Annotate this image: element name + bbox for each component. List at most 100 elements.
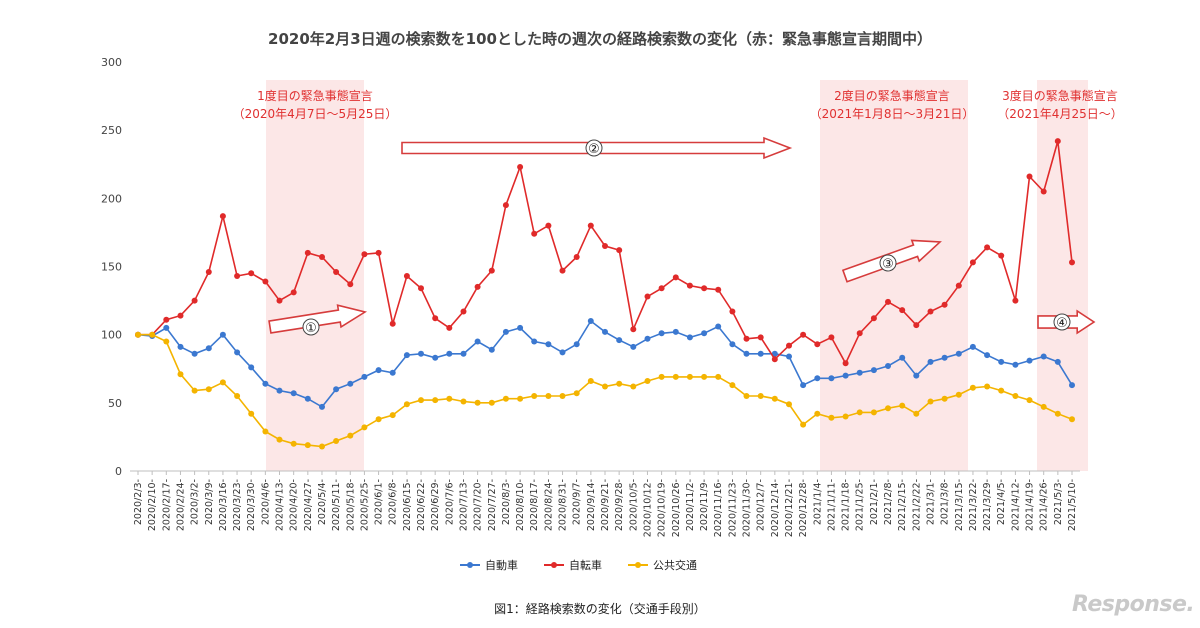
- data-point: [163, 338, 170, 345]
- data-point: [460, 308, 467, 315]
- x-tick-label: 2020/7/6-: [444, 479, 455, 525]
- y-tick-label: 50: [108, 397, 122, 410]
- data-point: [672, 328, 679, 335]
- data-point: [446, 350, 453, 357]
- data-point: [814, 341, 821, 348]
- data-point: [262, 380, 269, 387]
- data-point: [191, 387, 198, 394]
- emergency-period-dates: （2020年4月7日～5月25日）: [233, 107, 398, 121]
- x-tick-label: 2020/2/3-: [133, 479, 144, 525]
- x-tick-label: 2020/4/13-: [275, 479, 286, 531]
- x-tick-label: 2020/4/27-: [303, 479, 314, 531]
- x-tick-label: 2020/12/14-: [770, 479, 781, 537]
- x-tick-label: 2021/1/11-: [826, 479, 837, 531]
- data-point: [715, 286, 722, 293]
- x-tick-label: 2020/12/28-: [798, 479, 809, 537]
- legend-item-transit: 公共交通: [628, 557, 697, 573]
- figure-caption: 図1：経路検索数の変化（交通手段別）: [494, 602, 706, 616]
- data-point: [531, 230, 538, 237]
- phase-arrow-label: ①: [305, 321, 317, 336]
- data-point: [361, 424, 368, 431]
- data-point: [587, 222, 594, 229]
- data-point: [488, 346, 495, 353]
- x-tick-label: 2020/9/28-: [614, 479, 625, 531]
- data-point: [333, 438, 340, 444]
- x-tick-label: 2020/2/24-: [175, 479, 186, 531]
- data-point: [743, 350, 750, 357]
- data-point: [375, 416, 382, 423]
- x-tick-label: 2021/2/1-: [869, 479, 880, 525]
- data-point: [191, 297, 198, 304]
- x-tick-label: 2021/5/10-: [1067, 479, 1078, 531]
- x-tick-label: 2020/6/8-: [388, 479, 399, 525]
- data-point: [870, 367, 877, 374]
- data-point: [757, 350, 764, 357]
- data-point: [616, 337, 623, 344]
- emergency-period-label: 2度目の緊急事態宣言: [834, 88, 950, 103]
- data-point: [814, 410, 821, 417]
- data-point: [941, 301, 948, 308]
- x-tick-label: 2021/3/29-: [982, 479, 993, 531]
- chart-title: 2020年2月3日週の検索数を100とした時の週次の経路検索数の変化（赤：緊急事…: [268, 30, 932, 48]
- x-tick-label: 2020/10/12-: [642, 479, 653, 537]
- x-tick-label: 2020/2/17-: [161, 479, 172, 531]
- data-point: [319, 403, 325, 410]
- data-point: [800, 421, 807, 428]
- x-tick-label: 2020/5/18-: [345, 479, 356, 531]
- data-point: [389, 320, 396, 327]
- data-point: [998, 252, 1005, 259]
- data-point: [248, 270, 255, 277]
- data-point: [163, 316, 170, 323]
- x-tick-label: 2020/10/5-: [628, 479, 639, 531]
- x-tick-label: 2020/11/30-: [742, 479, 753, 537]
- data-point: [573, 390, 580, 397]
- data-point: [1054, 138, 1061, 145]
- legend-label-transit: 公共交通: [653, 559, 697, 572]
- data-point: [658, 373, 665, 380]
- data-point: [573, 254, 580, 260]
- data-point: [701, 330, 708, 337]
- y-tick-label: 300: [101, 56, 122, 69]
- data-point: [559, 393, 566, 399]
- data-point: [814, 375, 821, 382]
- x-tick-label: 2021/4/5-: [996, 479, 1007, 525]
- data-point: [701, 373, 708, 380]
- data-point: [715, 373, 722, 380]
- data-point: [602, 328, 608, 335]
- data-point: [856, 409, 863, 416]
- data-point: [828, 334, 835, 341]
- phase-arrow-label: ③: [882, 257, 894, 272]
- data-point: [941, 354, 948, 361]
- data-point: [616, 247, 623, 254]
- data-point: [276, 297, 283, 304]
- data-point: [149, 331, 156, 338]
- data-point: [955, 391, 962, 398]
- data-point: [602, 243, 608, 249]
- data-point: [517, 324, 524, 331]
- data-point: [474, 283, 481, 290]
- x-tick-label: 2020/11/23-: [727, 479, 738, 537]
- x-tick-label: 2020/11/16-: [713, 479, 724, 537]
- data-point: [771, 350, 778, 357]
- data-point: [729, 341, 736, 348]
- data-point: [870, 409, 877, 416]
- phase-arrow-label: ④: [1056, 316, 1068, 331]
- x-tick-label: 2020/9/14-: [586, 479, 597, 531]
- x-tick-label: 2020/9/7-: [572, 479, 583, 525]
- data-point: [686, 373, 693, 380]
- x-tick-label: 2021/3/22-: [968, 479, 979, 531]
- data-point: [502, 202, 509, 209]
- x-tick-label: 2021/1/4-: [812, 479, 823, 525]
- x-tick-label: 2020/4/20-: [289, 479, 300, 531]
- data-point: [304, 442, 311, 449]
- data-point: [828, 375, 835, 382]
- data-point: [927, 308, 934, 315]
- data-point: [885, 298, 891, 305]
- data-point: [1040, 353, 1047, 360]
- data-point: [403, 401, 410, 408]
- data-point: [191, 350, 198, 357]
- phase-arrow-1: [268, 304, 368, 334]
- x-tick-label: 2021/3/15-: [954, 479, 965, 531]
- data-point: [333, 269, 340, 275]
